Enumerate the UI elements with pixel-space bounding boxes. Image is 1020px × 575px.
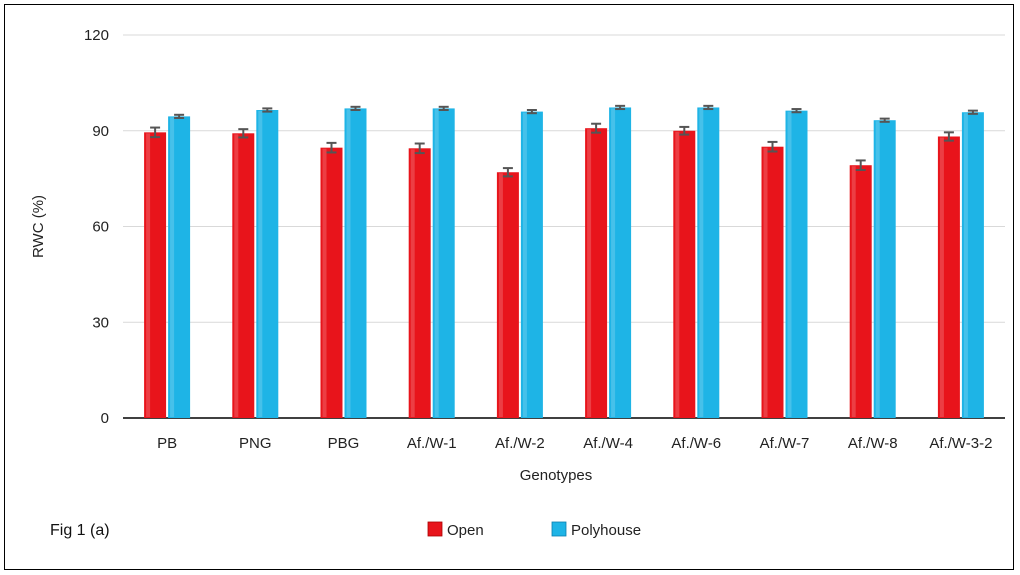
bar-highlight bbox=[410, 149, 415, 417]
legend-label-open: Open bbox=[447, 522, 484, 539]
bar-highlight bbox=[434, 109, 439, 418]
y-tick-label: 120 bbox=[84, 27, 109, 44]
x-tick-label: Af./W-8 bbox=[848, 435, 898, 452]
bar-highlight bbox=[875, 121, 880, 417]
x-tick-label: Af./W-4 bbox=[583, 435, 633, 452]
y-tick-label: 60 bbox=[92, 219, 109, 236]
bar-highlight bbox=[675, 131, 680, 417]
bar-highlight bbox=[322, 148, 327, 417]
bar-highlight bbox=[498, 173, 503, 417]
bar-open bbox=[585, 128, 608, 418]
bar-highlight bbox=[258, 111, 263, 418]
x-axis-title: Genotypes bbox=[520, 467, 593, 484]
bar-open bbox=[232, 133, 255, 418]
bar-polyhouse bbox=[168, 116, 191, 418]
bar-polyhouse bbox=[785, 110, 808, 418]
bar-open bbox=[320, 147, 343, 418]
bar-open bbox=[849, 165, 872, 418]
x-tick-label: Af./W-2 bbox=[495, 435, 545, 452]
bar-open bbox=[408, 148, 431, 418]
error-bars bbox=[150, 104, 978, 178]
figure-caption: Fig 1 (a) bbox=[50, 522, 110, 539]
gridlines bbox=[123, 34, 1005, 419]
y-tick-labels: 0 30 60 90 120 bbox=[84, 27, 109, 427]
x-tick-label: PNG bbox=[239, 435, 272, 452]
bar-polyhouse bbox=[256, 110, 279, 419]
x-tick-label: Af./W-3-2 bbox=[929, 435, 992, 452]
bar-highlight bbox=[234, 134, 239, 417]
bar-highlight bbox=[763, 147, 768, 418]
legend-swatch-open bbox=[427, 521, 443, 537]
bar-chart: 0 30 60 90 120 PB PNG PBG Af./W-1 Af./W-2 Af./W-4… bbox=[30, 27, 1005, 539]
x-tick-label: Af./W-1 bbox=[407, 435, 457, 452]
bar-highlight bbox=[963, 113, 968, 417]
bar-highlight bbox=[587, 129, 592, 417]
x-tick-label: Af./W-7 bbox=[760, 435, 810, 452]
x-tick-labels: PB PNG PBG Af./W-1 Af./W-2 Af./W-4 Af./W-6 Af./… bbox=[157, 435, 992, 452]
bar-open bbox=[937, 136, 960, 418]
figure-frame: 0 30 60 90 120 PB PNG PBG Af./W-1 Af./W-2 Af./W-4… bbox=[4, 4, 1014, 570]
x-tick-label: PB bbox=[157, 435, 177, 452]
x-tick-label: PBG bbox=[328, 435, 360, 452]
bar-highlight bbox=[787, 111, 792, 417]
bar-highlight bbox=[146, 133, 151, 418]
bar-polyhouse bbox=[432, 108, 455, 419]
bar-highlight bbox=[699, 108, 704, 417]
bar-polyhouse bbox=[520, 111, 543, 418]
x-tick-label: Af./W-6 bbox=[671, 435, 721, 452]
bar-open bbox=[673, 130, 696, 418]
bar-polyhouse bbox=[344, 108, 367, 419]
bar-highlight bbox=[851, 166, 856, 417]
bar-highlight bbox=[611, 108, 616, 417]
bar-highlight bbox=[346, 109, 351, 418]
bar-highlight bbox=[522, 112, 527, 417]
bar-open bbox=[761, 146, 784, 419]
y-axis-title: RWC (%) bbox=[30, 195, 47, 258]
bar-open bbox=[496, 172, 519, 418]
bar-highlight bbox=[170, 117, 175, 417]
legend-swatch-polyhouse bbox=[551, 521, 567, 537]
bar-polyhouse bbox=[873, 120, 896, 418]
legend-label-polyhouse: Polyhouse bbox=[571, 522, 641, 539]
bar-highlight bbox=[939, 137, 944, 417]
bar-polyhouse bbox=[609, 107, 632, 418]
bars bbox=[144, 107, 984, 419]
bar-polyhouse bbox=[961, 112, 984, 418]
y-tick-label: 90 bbox=[92, 123, 109, 140]
bar-open bbox=[144, 132, 167, 418]
y-tick-label: 0 bbox=[101, 410, 109, 427]
y-tick-label: 30 bbox=[92, 314, 109, 331]
legend: Open Polyhouse bbox=[427, 521, 641, 539]
bar-polyhouse bbox=[697, 107, 720, 418]
